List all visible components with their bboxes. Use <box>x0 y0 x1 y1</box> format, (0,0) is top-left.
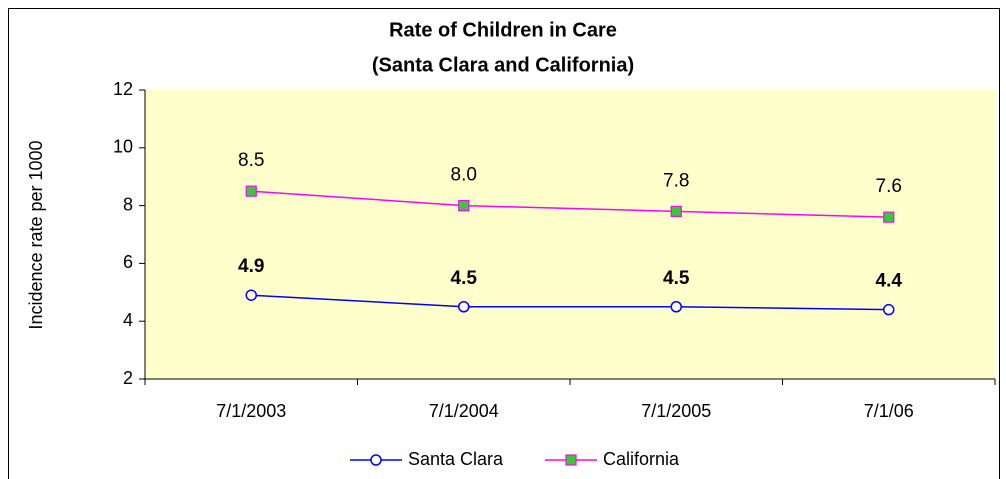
data-point <box>883 211 895 223</box>
data-point <box>883 303 895 316</box>
x-tick-label: 7/1/2003 <box>216 401 286 421</box>
data-label: 8.5 <box>238 150 264 171</box>
data-label: 8.0 <box>451 165 477 186</box>
data-point <box>458 301 470 313</box>
data-point <box>670 205 682 217</box>
data-label: 4.5 <box>663 268 690 289</box>
legend-label: Santa Clara <box>408 449 504 469</box>
y-tick-label: 12 <box>113 79 133 99</box>
plot-area <box>145 90 995 379</box>
y-tick-label: 6 <box>123 252 133 272</box>
x-tick-label: 7/1/2004 <box>429 401 499 421</box>
y-tick-label: 2 <box>123 368 133 388</box>
data-label: 7.8 <box>663 170 689 191</box>
data-label: 4.9 <box>238 256 264 277</box>
legend-label: California <box>603 449 680 469</box>
series-line <box>251 294 889 311</box>
x-tick-label: 7/1/2005 <box>641 401 711 421</box>
data-label: 4.4 <box>876 271 903 292</box>
legend-marker <box>565 454 577 466</box>
chart-title: Rate of Children in Care <box>389 19 617 41</box>
data-label: 7.6 <box>876 176 902 197</box>
data-point <box>245 185 257 197</box>
series-line <box>251 190 889 218</box>
data-point <box>245 289 257 301</box>
y-tick-label: 8 <box>123 194 133 214</box>
data-label: 4.5 <box>451 268 478 289</box>
data-point <box>458 200 470 212</box>
x-tick-label: 7/1/06 <box>864 401 914 421</box>
y-tick-label: 10 <box>113 137 133 157</box>
y-axis-label: Incidence rate per 1000 <box>26 140 46 329</box>
data-point <box>670 301 682 313</box>
legend-marker <box>370 454 382 466</box>
y-tick-label: 4 <box>123 310 133 330</box>
chart-subtitle: (Santa Clara and California) <box>372 54 634 76</box>
